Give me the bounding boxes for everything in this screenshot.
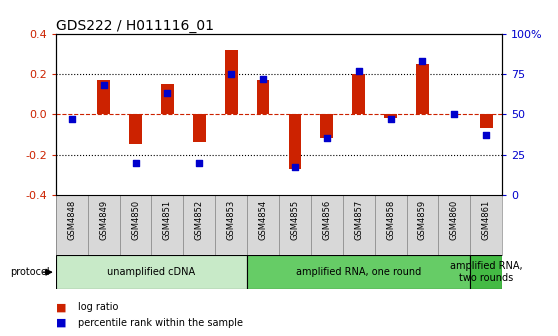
Point [418, 58, 427, 64]
Bar [215, 195, 247, 255]
Text: GSM4860: GSM4860 [450, 200, 459, 240]
Bar [374, 195, 407, 255]
Bar [247, 195, 279, 255]
Text: ■: ■ [56, 318, 66, 328]
Text: percentile rank within the sample: percentile rank within the sample [78, 318, 243, 328]
Bar [151, 195, 184, 255]
Text: GSM4861: GSM4861 [482, 200, 490, 240]
Bar [225, 50, 238, 114]
Point [131, 160, 140, 165]
Bar [279, 195, 311, 255]
Text: GSM4857: GSM4857 [354, 200, 363, 240]
Text: GDS222 / H011116_01: GDS222 / H011116_01 [56, 18, 214, 33]
Text: amplified RNA, one round: amplified RNA, one round [296, 267, 421, 277]
Text: GSM4851: GSM4851 [163, 200, 172, 240]
Bar [384, 114, 397, 118]
Bar [352, 74, 365, 114]
Bar [56, 195, 88, 255]
Text: ■: ■ [56, 302, 66, 312]
Text: GSM4852: GSM4852 [195, 200, 204, 240]
Bar [56, 255, 247, 289]
Bar [257, 80, 270, 114]
Bar [184, 195, 215, 255]
Bar [480, 114, 493, 128]
Text: GSM4848: GSM4848 [68, 200, 76, 240]
Bar [247, 255, 470, 289]
Text: GSM4853: GSM4853 [227, 200, 235, 240]
Point [227, 71, 235, 77]
Point [450, 112, 459, 117]
Point [99, 83, 108, 88]
Text: protocol: protocol [11, 267, 50, 277]
Text: GSM4850: GSM4850 [131, 200, 140, 240]
Text: log ratio: log ratio [78, 302, 118, 312]
Bar [311, 195, 343, 255]
Point [68, 116, 76, 122]
Point [291, 165, 300, 170]
Point [163, 91, 172, 96]
Bar [97, 80, 110, 114]
Bar [407, 195, 439, 255]
Text: GSM4849: GSM4849 [99, 200, 108, 240]
Bar [439, 195, 470, 255]
Bar [416, 64, 429, 114]
Text: GSM4854: GSM4854 [258, 200, 267, 240]
Point [386, 116, 395, 122]
Bar [343, 195, 374, 255]
Text: GSM4856: GSM4856 [323, 200, 331, 240]
Text: amplified RNA,
two rounds: amplified RNA, two rounds [450, 261, 523, 283]
Bar [193, 114, 206, 142]
Text: GSM4855: GSM4855 [291, 200, 300, 240]
Bar [470, 255, 502, 289]
Bar [161, 84, 174, 114]
Point [195, 160, 204, 165]
Text: GSM4859: GSM4859 [418, 200, 427, 240]
Bar [470, 195, 502, 255]
Bar [88, 195, 119, 255]
Bar [119, 195, 151, 255]
Bar [288, 114, 301, 169]
Point [482, 132, 490, 138]
Bar [129, 114, 142, 144]
Point [323, 136, 331, 141]
Text: GSM4858: GSM4858 [386, 200, 395, 240]
Bar [320, 114, 333, 138]
Point [354, 68, 363, 73]
Text: unamplified cDNA: unamplified cDNA [107, 267, 195, 277]
Point [258, 76, 267, 81]
